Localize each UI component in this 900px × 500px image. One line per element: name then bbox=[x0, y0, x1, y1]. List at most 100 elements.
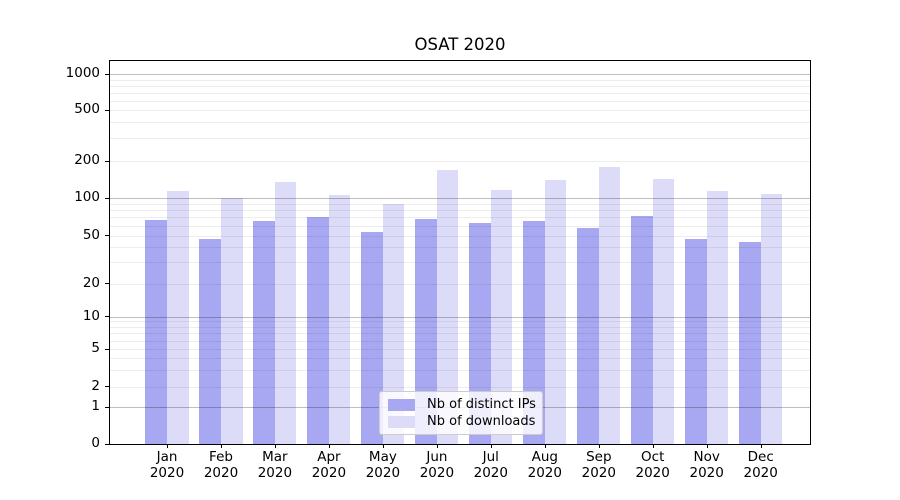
gridline-minor bbox=[110, 369, 810, 371]
bar-downloads-oct bbox=[652, 178, 675, 444]
x-tick-mark bbox=[760, 444, 762, 448]
gridline-minor bbox=[110, 100, 810, 102]
y-tick-mark bbox=[105, 197, 109, 199]
x-tick-year: 2020 bbox=[689, 465, 724, 481]
x-tick-year: 2020 bbox=[635, 465, 670, 481]
gridline-minor bbox=[110, 79, 810, 81]
gridline-minor bbox=[110, 85, 810, 87]
y-tick-label: 500 bbox=[74, 101, 100, 117]
x-tick-year: 2020 bbox=[203, 465, 239, 481]
y-tick-label: 0 bbox=[91, 435, 100, 451]
gridline-minor bbox=[110, 138, 810, 140]
gridline-major bbox=[110, 74, 810, 75]
bar-distinct-ips-may bbox=[361, 232, 383, 444]
chart-title: OSAT 2020 bbox=[414, 35, 506, 54]
x-tick-label-dec: Dec 2020 bbox=[729, 449, 793, 481]
x-tick-label-jul: Jul 2020 bbox=[459, 449, 523, 481]
x-tick-label-sep: Sep 2020 bbox=[567, 449, 631, 481]
bar-downloads-dec bbox=[760, 193, 783, 444]
gridline-minor bbox=[110, 225, 810, 227]
y-tick-label: 2 bbox=[91, 377, 100, 394]
y-tick-mark bbox=[105, 160, 109, 162]
x-tick-year: 2020 bbox=[149, 465, 185, 481]
y-tick-mark bbox=[105, 109, 109, 111]
y-tick-label: 10 bbox=[82, 307, 100, 324]
gridline-minor bbox=[110, 333, 810, 335]
y-tick-label: 1 bbox=[91, 398, 100, 414]
x-tick-year: 2020 bbox=[527, 465, 562, 481]
gridline-minor bbox=[110, 262, 810, 264]
gridline-minor bbox=[110, 161, 810, 162]
bar-distinct-ips-aug bbox=[523, 221, 545, 444]
gridline-minor bbox=[110, 210, 810, 212]
gridline-minor bbox=[110, 92, 810, 94]
x-tick-label-nov: Nov 2020 bbox=[675, 449, 739, 481]
gridline-major bbox=[110, 316, 810, 318]
x-tick-label-jun: Jun 2020 bbox=[405, 449, 469, 481]
y-tick-mark bbox=[105, 316, 109, 317]
bar-distinct-ips-jan bbox=[145, 219, 167, 444]
plot-area: Nb of distinct IPs Nb of downloads bbox=[109, 60, 811, 445]
gridline-minor bbox=[110, 122, 810, 124]
y-tick-label: 100 bbox=[74, 189, 100, 205]
y-tick-label: 1000 bbox=[65, 65, 100, 81]
y-tick-mark bbox=[105, 443, 109, 445]
gridline-minor bbox=[110, 235, 810, 237]
bar-downloads-feb bbox=[221, 197, 243, 444]
bar-downloads-nov bbox=[706, 191, 729, 444]
bar-distinct-ips-apr bbox=[307, 217, 329, 444]
x-tick-mark bbox=[490, 444, 492, 448]
y-tick-label: 200 bbox=[74, 152, 100, 168]
y-tick-label: 20 bbox=[82, 274, 100, 291]
y-tick-mark bbox=[105, 386, 109, 387]
bar-downloads-sep bbox=[598, 166, 621, 444]
gridline-minor bbox=[110, 110, 810, 111]
x-tick-label-mar: Mar 2020 bbox=[243, 449, 307, 481]
x-tick-mark bbox=[167, 444, 168, 448]
legend-item-downloads: Nb of downloads bbox=[388, 414, 536, 429]
legend-label-downloads: Nb of downloads bbox=[427, 414, 536, 429]
x-tick-year: 2020 bbox=[257, 465, 293, 481]
bar-distinct-ips-nov bbox=[685, 238, 707, 444]
gridline-minor bbox=[110, 217, 810, 219]
gridline-minor bbox=[110, 386, 810, 388]
bar-downloads-jan bbox=[167, 190, 189, 444]
bar-distinct-ips-mar bbox=[253, 221, 275, 444]
bar-distinct-ips-feb bbox=[199, 238, 221, 444]
gridline-minor bbox=[110, 203, 810, 205]
y-tick-label: 50 bbox=[82, 226, 100, 243]
x-tick-mark bbox=[328, 444, 330, 448]
gridline-minor bbox=[110, 340, 810, 342]
gridline-minor bbox=[110, 327, 810, 328]
x-tick-year: 2020 bbox=[419, 465, 455, 481]
x-tick-label-aug: Aug 2020 bbox=[513, 449, 577, 481]
bar-distinct-ips-sep bbox=[577, 227, 599, 444]
y-tick-label: 5 bbox=[91, 340, 100, 356]
y-tick-mark bbox=[105, 406, 109, 408]
gridline-major bbox=[110, 198, 810, 199]
bars-layer bbox=[110, 61, 810, 444]
x-tick-year: 2020 bbox=[365, 465, 401, 481]
x-tick-mark bbox=[436, 444, 438, 448]
x-tick-year: 2020 bbox=[473, 465, 508, 481]
x-tick-label-oct: Oct 2020 bbox=[621, 449, 685, 481]
x-tick-mark bbox=[274, 444, 276, 448]
gridlines-layer bbox=[110, 61, 810, 444]
bar-downloads-jul bbox=[490, 189, 513, 444]
y-tick-mark bbox=[105, 348, 109, 350]
y-tick-mark bbox=[105, 283, 109, 284]
x-tick-label-apr: Apr 2020 bbox=[297, 449, 361, 481]
x-tick-year: 2020 bbox=[311, 465, 347, 481]
bar-downloads-mar bbox=[274, 182, 297, 444]
x-tick-label-jan: Jan 2020 bbox=[135, 449, 199, 481]
legend: Nb of distinct IPs Nb of downloads bbox=[379, 391, 543, 435]
bar-downloads-aug bbox=[544, 180, 567, 444]
gridline-minor bbox=[110, 358, 810, 360]
x-tick-mark bbox=[382, 444, 384, 448]
x-tick-mark bbox=[652, 444, 654, 448]
x-tick-mark bbox=[598, 444, 600, 448]
gridline-minor bbox=[110, 321, 810, 323]
bar-downloads-may bbox=[382, 204, 405, 444]
bar-distinct-ips-oct bbox=[631, 215, 653, 444]
